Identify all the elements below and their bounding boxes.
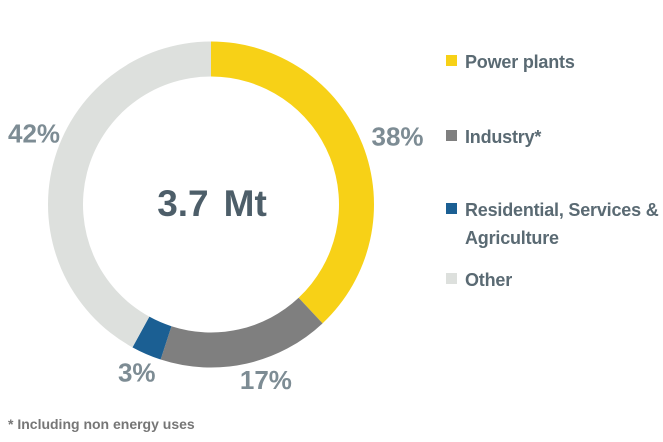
legend-item-residential-services-agriculture: Residential, Services & Agriculture	[446, 196, 662, 252]
donut-segment-other	[48, 41, 211, 348]
legend-item-other: Other	[446, 266, 512, 294]
pct-label-residential-services-agriculture: 3%	[118, 358, 156, 388]
donut-center-label: 3.7 Mt	[157, 183, 267, 225]
legend-swatch-residential-services-agriculture	[446, 203, 457, 214]
legend-swatch-other	[446, 273, 457, 284]
legend-swatch-power-plants	[446, 55, 457, 66]
legend-item-power-plants: Power plants	[446, 48, 575, 76]
legend-label-other: Other	[465, 270, 513, 290]
center-value: 3.7	[157, 183, 209, 224]
pct-label-industry: 17%	[240, 365, 292, 395]
footnote: * Including non energy uses	[8, 416, 195, 432]
donut-segment-power-plants	[211, 41, 375, 324]
donut-segment-industry	[160, 297, 323, 368]
legend-label-residential-services-agriculture: Residential, Services & Agriculture	[465, 200, 659, 248]
pct-label-other: 42%	[8, 119, 60, 149]
center-unit: Mt	[223, 183, 267, 224]
legend-label-power-plants: Power plants	[465, 52, 575, 72]
legend-swatch-industry	[446, 130, 457, 141]
pct-label-power-plants: 38%	[371, 122, 423, 152]
donut-segment-residential-services-agriculture	[132, 316, 172, 360]
legend-item-industry: Industry*	[446, 123, 541, 151]
legend-label-industry: Industry*	[465, 127, 542, 147]
